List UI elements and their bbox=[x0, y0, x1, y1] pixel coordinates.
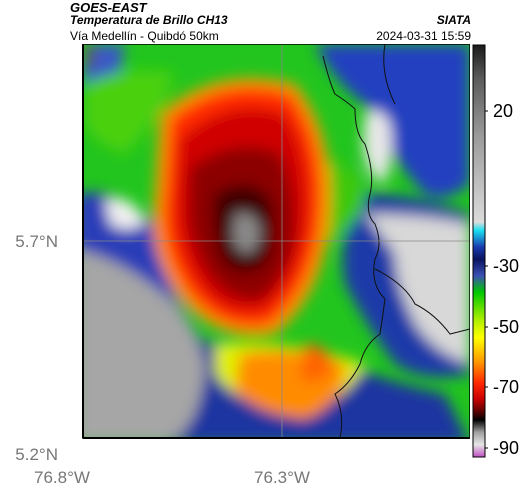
brightness-temperature-map[interactable] bbox=[65, 44, 470, 455]
colorbar-tick-minus30: -30 bbox=[493, 256, 520, 276]
boundary-lines bbox=[322, 44, 470, 438]
colorbar-tick-minus50: -50 bbox=[493, 317, 520, 337]
brand-label: SIATA bbox=[436, 13, 471, 27]
lon-label-76-3: 76.3°W bbox=[254, 468, 310, 487]
colorbar-tick-minus70: -70 bbox=[493, 377, 520, 397]
region-subtitle: Vía Medellín - Quibdó 50km bbox=[70, 29, 219, 43]
product-title: Temperatura de Brillo CH13 bbox=[70, 13, 228, 27]
lat-label-5-2: 5.2°N bbox=[15, 445, 58, 464]
lon-label-76-8: 76.8°W bbox=[34, 468, 90, 487]
satellite-label: GOES-EAST bbox=[70, 0, 147, 15]
timestamp: 2024-03-31 15:59 bbox=[376, 29, 471, 43]
colorbar-tick-20: 20 bbox=[493, 101, 514, 121]
colorbar bbox=[472, 44, 488, 458]
temperature-field bbox=[83, 44, 470, 438]
colorbar-tick-minus90: -90 bbox=[493, 438, 520, 458]
lat-label-5-7: 5.7°N bbox=[15, 232, 58, 251]
